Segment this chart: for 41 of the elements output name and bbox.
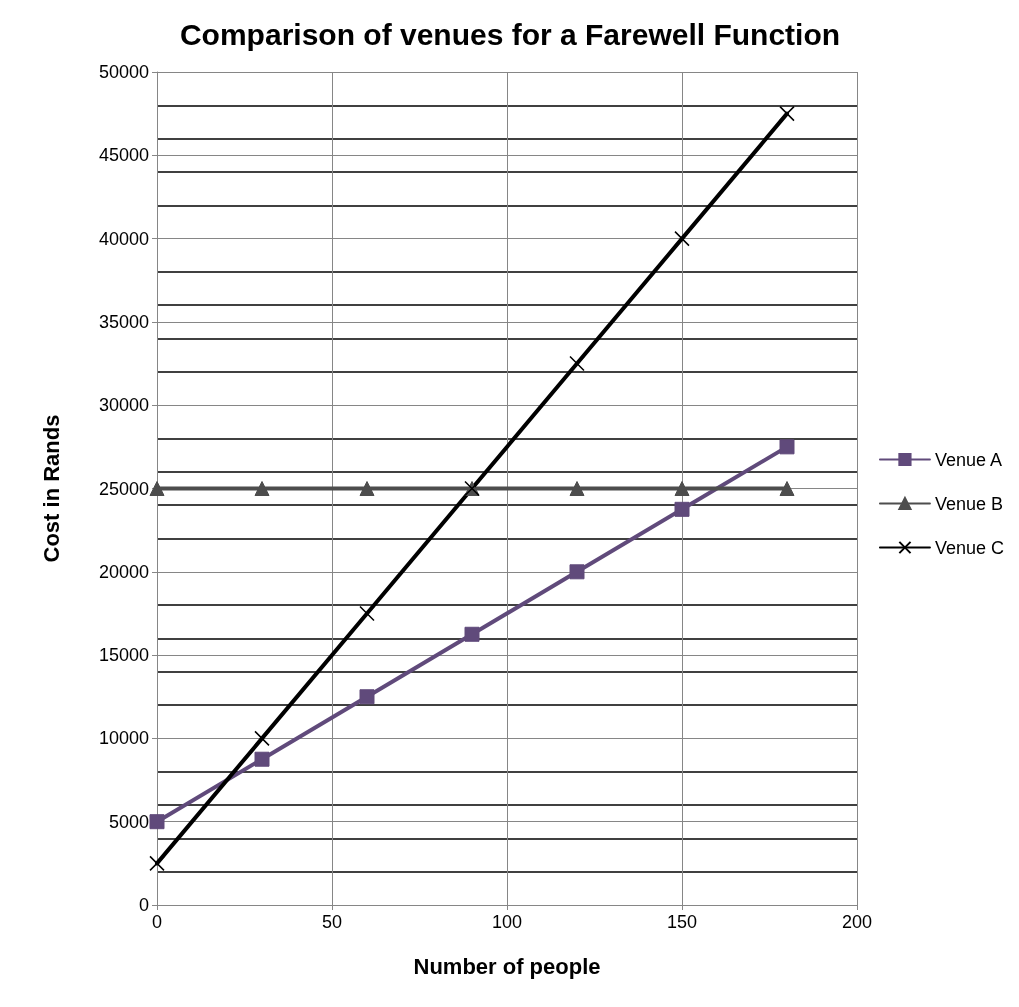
point bbox=[254, 751, 270, 767]
y-tick-label: 5000 bbox=[108, 811, 149, 832]
y-tick-label: 40000 bbox=[98, 228, 149, 249]
point bbox=[779, 439, 795, 455]
point bbox=[674, 501, 690, 517]
x-axis-title: Number of people bbox=[413, 953, 601, 979]
point bbox=[464, 626, 480, 642]
legend-label: Venue C bbox=[934, 537, 1005, 558]
point bbox=[254, 730, 270, 747]
y-tick-label: 10000 bbox=[98, 728, 149, 749]
y-tick-label: 45000 bbox=[98, 145, 149, 166]
point bbox=[779, 481, 795, 496]
x-tick-label: 100 bbox=[491, 912, 523, 932]
y-tick-label: 0 bbox=[138, 895, 149, 915]
point bbox=[149, 855, 165, 872]
legend-label: Venue A bbox=[934, 449, 1003, 470]
point bbox=[779, 105, 795, 122]
x-tick-label: 150 bbox=[666, 912, 698, 932]
point bbox=[674, 230, 690, 247]
y-tick-label: 25000 bbox=[98, 478, 149, 499]
legend-label: Venue B bbox=[934, 493, 1004, 514]
y-axis-title: Cost in Rands bbox=[38, 414, 64, 563]
point bbox=[569, 564, 585, 580]
point bbox=[569, 481, 585, 496]
y-tick-label: 15000 bbox=[98, 645, 149, 666]
point bbox=[359, 481, 375, 496]
point bbox=[359, 689, 375, 705]
point bbox=[149, 481, 165, 496]
x-tick-label: 0 bbox=[151, 912, 163, 932]
point bbox=[359, 605, 375, 622]
y-tick-label: 50000 bbox=[98, 62, 149, 82]
point bbox=[569, 355, 585, 372]
point bbox=[254, 481, 270, 496]
chart-title: Comparison of venues for a Farewell Function bbox=[179, 17, 841, 51]
y-tick-label: 30000 bbox=[98, 395, 149, 416]
point bbox=[149, 814, 165, 830]
x-tick-label: 50 bbox=[321, 912, 343, 932]
y-tick-label: 20000 bbox=[98, 561, 149, 582]
y-tick-label: 35000 bbox=[98, 311, 149, 332]
x-tick-label: 200 bbox=[841, 912, 873, 932]
point bbox=[674, 481, 690, 496]
